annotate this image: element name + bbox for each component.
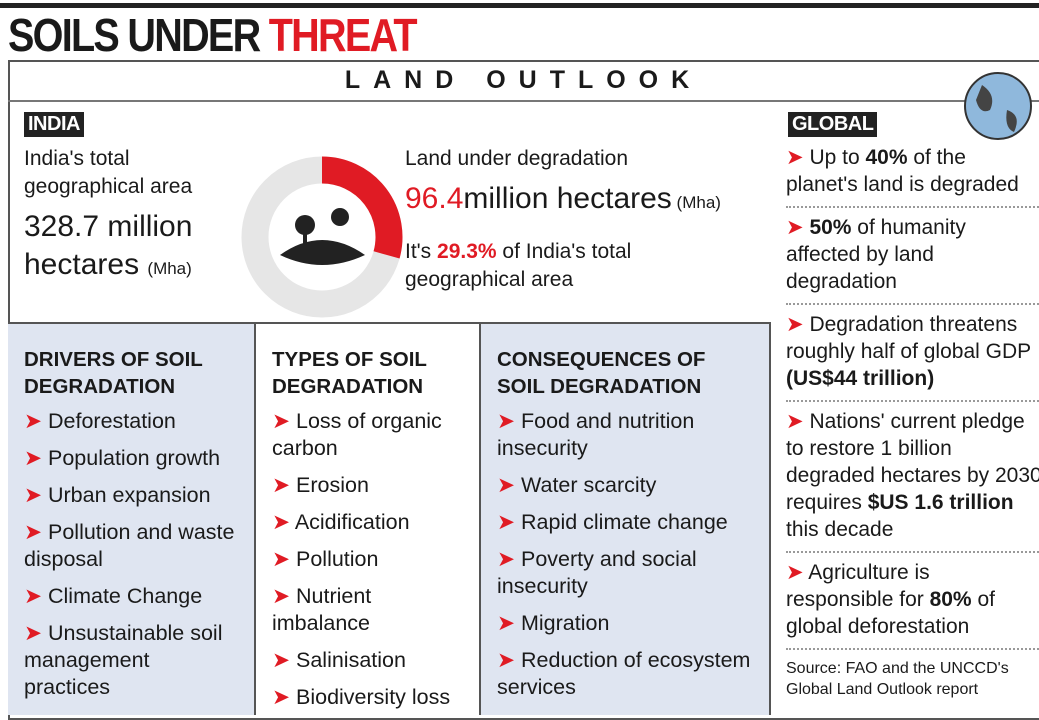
- list-item: Pollution: [272, 546, 463, 573]
- divider: [8, 100, 1039, 102]
- global-list: Up to 40% of the planet's land is degrad…: [786, 138, 1039, 700]
- list-item: Salinisation: [272, 647, 463, 674]
- column-title: TYPES OF SOIL DEGRADATION: [272, 346, 463, 400]
- icon-trunk: [303, 230, 307, 250]
- globe-icon: [962, 70, 1034, 142]
- column-title: DRIVERS OF SOIL DEGRADATION: [24, 346, 238, 400]
- list-item: Reduction of ecosystem services: [497, 647, 753, 701]
- donut-hole: [270, 185, 374, 289]
- area-label: India's total geographical area: [24, 145, 219, 201]
- text-run: 50%: [809, 216, 851, 239]
- global-item: Agriculture is responsible for 80% of gl…: [786, 553, 1039, 650]
- global-item: Nations' current pledge to restore 1 bil…: [786, 402, 1039, 553]
- item-list: Food and nutrition insecurity Water scarc…: [497, 408, 753, 701]
- share-label: 29.3%: [437, 240, 497, 263]
- text-run: (US$44 trillion): [786, 367, 934, 390]
- list-item: Population growth: [24, 445, 238, 472]
- source: Source: FAO and the UNCCD's Global Land …: [786, 650, 1039, 700]
- title-red: THREAT: [269, 9, 416, 61]
- icon-sun: [331, 208, 349, 226]
- list-item: Loss of organic carbon: [272, 408, 463, 462]
- area-value: 328.7 million hectares (Mha): [24, 208, 224, 288]
- global-item: 50% of humanity affected by land degrada…: [786, 208, 1039, 305]
- list-item: Water scarcity: [497, 472, 753, 499]
- page: SOILS UNDER THREAT LAND OUTLOOK INDIA In…: [0, 0, 1039, 715]
- text-run: this decade: [786, 518, 893, 541]
- list-item: Food and nutrition insecurity: [497, 408, 753, 462]
- global-item: Up to 40% of the planet's land is degrad…: [786, 138, 1039, 208]
- share-text: It's 29.3% of India's total geographical…: [405, 238, 665, 294]
- global-label: GLOBAL: [788, 112, 877, 137]
- list-item: Rapid climate change: [497, 509, 753, 536]
- list-item: Urban expansion: [24, 482, 238, 509]
- list-item: Pollution and waste disposal: [24, 519, 238, 573]
- text-run: 80%: [930, 588, 972, 611]
- text-run: Agriculture is responsible for: [786, 561, 930, 611]
- india-label: INDIA: [24, 112, 84, 137]
- column: DRIVERS OF SOIL DEGRADATION Deforestation…: [8, 322, 256, 715]
- title: SOILS UNDER THREAT: [8, 8, 416, 62]
- text-run: (Mha): [672, 193, 721, 212]
- subtitle: LAND OUTLOOK: [8, 62, 1039, 98]
- list-item: Deforestation: [24, 408, 238, 435]
- donut: [240, 155, 405, 320]
- text-run: 96.4: [405, 182, 463, 215]
- text-run: Degradation threatens roughly half of gl…: [786, 313, 1031, 363]
- text-run: $US 1.6 trillion: [868, 491, 1014, 514]
- text-run: million hectares: [463, 182, 671, 215]
- column: CONSEQUENCES OF SOIL DEGRADATION Food and…: [481, 322, 771, 715]
- degraded-value: 96.4million hectares (Mha): [405, 180, 721, 222]
- item-list: Loss of organic carbon Erosion Acidificati…: [272, 408, 463, 711]
- list-item: Nutrient imbalance: [272, 583, 463, 637]
- list-item: Biodiversity loss: [272, 684, 463, 711]
- column-title: CONSEQUENCES OF SOIL DEGRADATION: [497, 346, 753, 400]
- degraded-label: Land under degradation: [405, 145, 628, 173]
- list-item: Unsustainable soil management practices: [24, 620, 238, 701]
- text-run: Up to: [809, 146, 865, 169]
- list-item: Migration: [497, 610, 753, 637]
- text-run: (Mha): [147, 259, 191, 278]
- item-list: Deforestation Population growth Urban expa…: [24, 408, 238, 701]
- list-item: Acidification: [272, 509, 463, 536]
- text-run: 40%: [865, 146, 907, 169]
- list-item: Erosion: [272, 472, 463, 499]
- list-item: Climate Change: [24, 583, 238, 610]
- title-black: SOILS UNDER: [8, 9, 259, 61]
- global-item: Degradation threatens roughly half of gl…: [786, 305, 1039, 402]
- share-before: It's: [405, 240, 437, 263]
- list-item: Poverty and social insecurity: [497, 546, 753, 600]
- column: TYPES OF SOIL DEGRADATION Loss of organic…: [256, 322, 481, 715]
